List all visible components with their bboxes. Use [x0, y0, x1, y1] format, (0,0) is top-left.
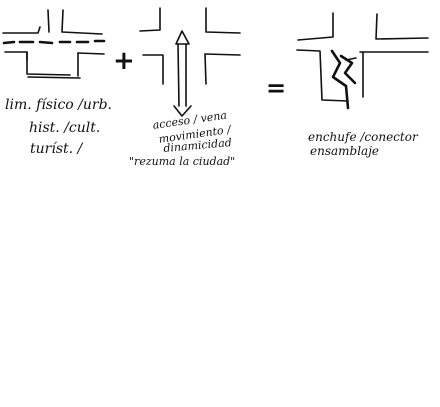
limit-label-line-1: lim. físico /urb. — [5, 97, 113, 113]
connector-label-line-2: ensamblaje — [310, 144, 380, 158]
plus-sign: + — [113, 46, 135, 76]
equals-sign: = — [266, 74, 287, 102]
access-sketch — [139, 7, 241, 117]
connector-sketch — [296, 12, 429, 110]
connector-label-line-1: enchufe /conector — [308, 130, 418, 144]
limit-label-line-2: hist. /cult. — [29, 120, 101, 136]
limit-sketch — [2, 9, 106, 79]
access-label-line-4: "rezuma la ciudad" — [129, 155, 236, 168]
limit-label-line-3: turíst. / — [30, 141, 83, 157]
